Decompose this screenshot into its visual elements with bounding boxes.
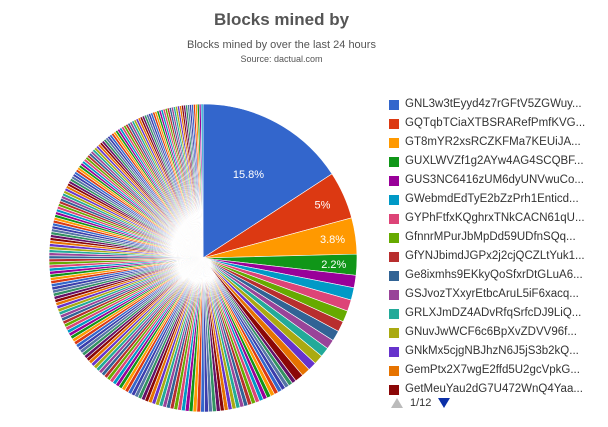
legend-page-indicator: 1/12 bbox=[410, 397, 432, 409]
legend-swatch bbox=[389, 347, 399, 357]
legend-label: GQTqbTCiaXTBSRARefPmfKVG... bbox=[405, 117, 586, 129]
legend-label: GWebmdEdTyE2bZzPrh1Enticd... bbox=[405, 193, 579, 205]
legend-label: GNL3w3tEyyd4z7rGFtV5ZGWuy... bbox=[405, 98, 582, 110]
legend-item[interactable]: Ge8ixmhs9EKkyQoSfxrDtGLuA6... bbox=[389, 266, 604, 285]
legend-item[interactable]: GNuvJwWCF6c6BpXvZDVV96f... bbox=[389, 323, 604, 342]
legend-label: GfYNJbimdJGPx2j2cjQCZLtYuk1... bbox=[405, 250, 585, 262]
legend-prev-page-icon[interactable] bbox=[391, 398, 403, 408]
pie-slice-4-label: 2.2% bbox=[321, 259, 346, 271]
legend-item[interactable]: GNL3w3tEyyd4z7rGFtV5ZGWuy... bbox=[389, 95, 604, 114]
legend-item[interactable]: GetMeuYau2dG7U472WnQ4Yaa... bbox=[389, 380, 604, 399]
pie-slice-1-label: 15.8% bbox=[233, 169, 264, 181]
legend-label: GRLXJmDZ4ADvRfqSrfcDJ9LiQ... bbox=[405, 307, 582, 319]
legend-swatch bbox=[389, 328, 399, 338]
legend-label: GfnnrMPurJbMpDd59UDfnSQq... bbox=[405, 231, 576, 243]
legend-item[interactable]: GNkMx5cjgNBJhzN6J5jS3b2kQ... bbox=[389, 342, 604, 361]
pie-slice-1[interactable] bbox=[202, 103, 333, 259]
legend-swatch bbox=[389, 157, 399, 167]
legend-item[interactable]: GYPhFtfxKQghrxTNkCACN61qU... bbox=[389, 209, 604, 228]
legend-swatch bbox=[389, 271, 399, 281]
legend-pager: 1/12 bbox=[391, 397, 451, 409]
legend-item[interactable]: GWebmdEdTyE2bZzPrh1Enticd... bbox=[389, 190, 604, 209]
legend-item[interactable]: GT8mYR2xsRCZKFMa7KEUiJA... bbox=[389, 133, 604, 152]
legend-swatch bbox=[389, 176, 399, 186]
legend-swatch bbox=[389, 100, 399, 110]
legend-swatch bbox=[389, 138, 399, 148]
legend-item[interactable]: GSJvozTXxyrEtbcAruL5iF6xacq... bbox=[389, 285, 604, 304]
legend-label: GYPhFtfxKQghrxTNkCACN61qU... bbox=[405, 212, 585, 224]
legend-label: GUS3NC6416zUM6dyUNVwuCo... bbox=[405, 174, 584, 186]
legend-item[interactable]: GemPtx2X7wgE2ffd5U2gcVpkG... bbox=[389, 361, 604, 380]
legend: GNL3w3tEyyd4z7rGFtV5ZGWuy... GQTqbTCiaXTB… bbox=[389, 95, 604, 399]
pie-slice-other-190[interactable] bbox=[200, 103, 204, 259]
legend-label: GSJvozTXxyrEtbcAruL5iF6xacq... bbox=[405, 288, 579, 300]
legend-label: GNuvJwWCF6c6BpXvZDVV96f... bbox=[405, 326, 577, 338]
legend-swatch bbox=[389, 290, 399, 300]
legend-item[interactable]: GRLXJmDZ4ADvRfqSrfcDJ9LiQ... bbox=[389, 304, 604, 323]
legend-swatch bbox=[389, 366, 399, 376]
legend-label: GT8mYR2xsRCZKFMa7KEUiJA... bbox=[405, 136, 581, 148]
legend-label: GNkMx5cjgNBJhzN6J5jS3b2kQ... bbox=[405, 345, 579, 357]
legend-item[interactable]: GfYNJbimdJGPx2j2cjQCZLtYuk1... bbox=[389, 247, 604, 266]
pie-slice-2-label: 5% bbox=[315, 200, 331, 212]
legend-item[interactable]: GUXLWVZf1g2AYw4AG4SCQBF... bbox=[389, 152, 604, 171]
chart-subtitle: Blocks mined by over the last 24 hours bbox=[187, 39, 376, 51]
legend-swatch bbox=[389, 119, 399, 129]
legend-label: GUXLWVZf1g2AYw4AG4SCQBF... bbox=[405, 155, 584, 167]
legend-label: Ge8ixmhs9EKkyQoSfxrDtGLuA6... bbox=[405, 269, 583, 281]
legend-swatch bbox=[389, 252, 399, 262]
legend-swatch bbox=[389, 214, 399, 224]
legend-swatch bbox=[389, 385, 399, 395]
legend-label: GemPtx2X7wgE2ffd5U2gcVpkG... bbox=[405, 364, 580, 376]
legend-swatch bbox=[389, 309, 399, 319]
legend-item[interactable]: GfnnrMPurJbMpDd59UDfnSQq... bbox=[389, 228, 604, 247]
legend-swatch bbox=[389, 195, 399, 205]
legend-item[interactable]: GQTqbTCiaXTBSRARefPmfKVG... bbox=[389, 114, 604, 133]
pie-slice-3-label: 3.8% bbox=[320, 234, 345, 246]
legend-next-page-icon[interactable] bbox=[438, 398, 451, 408]
chart-title: Blocks mined by bbox=[213, 10, 350, 29]
legend-item[interactable]: GUS3NC6416zUM6dyUNVwuCo... bbox=[389, 171, 604, 190]
chart-source: Source: dactual.com bbox=[240, 54, 323, 64]
legend-swatch bbox=[389, 233, 399, 243]
legend-label: GetMeuYau2dG7U472WnQ4Yaa... bbox=[405, 383, 583, 395]
